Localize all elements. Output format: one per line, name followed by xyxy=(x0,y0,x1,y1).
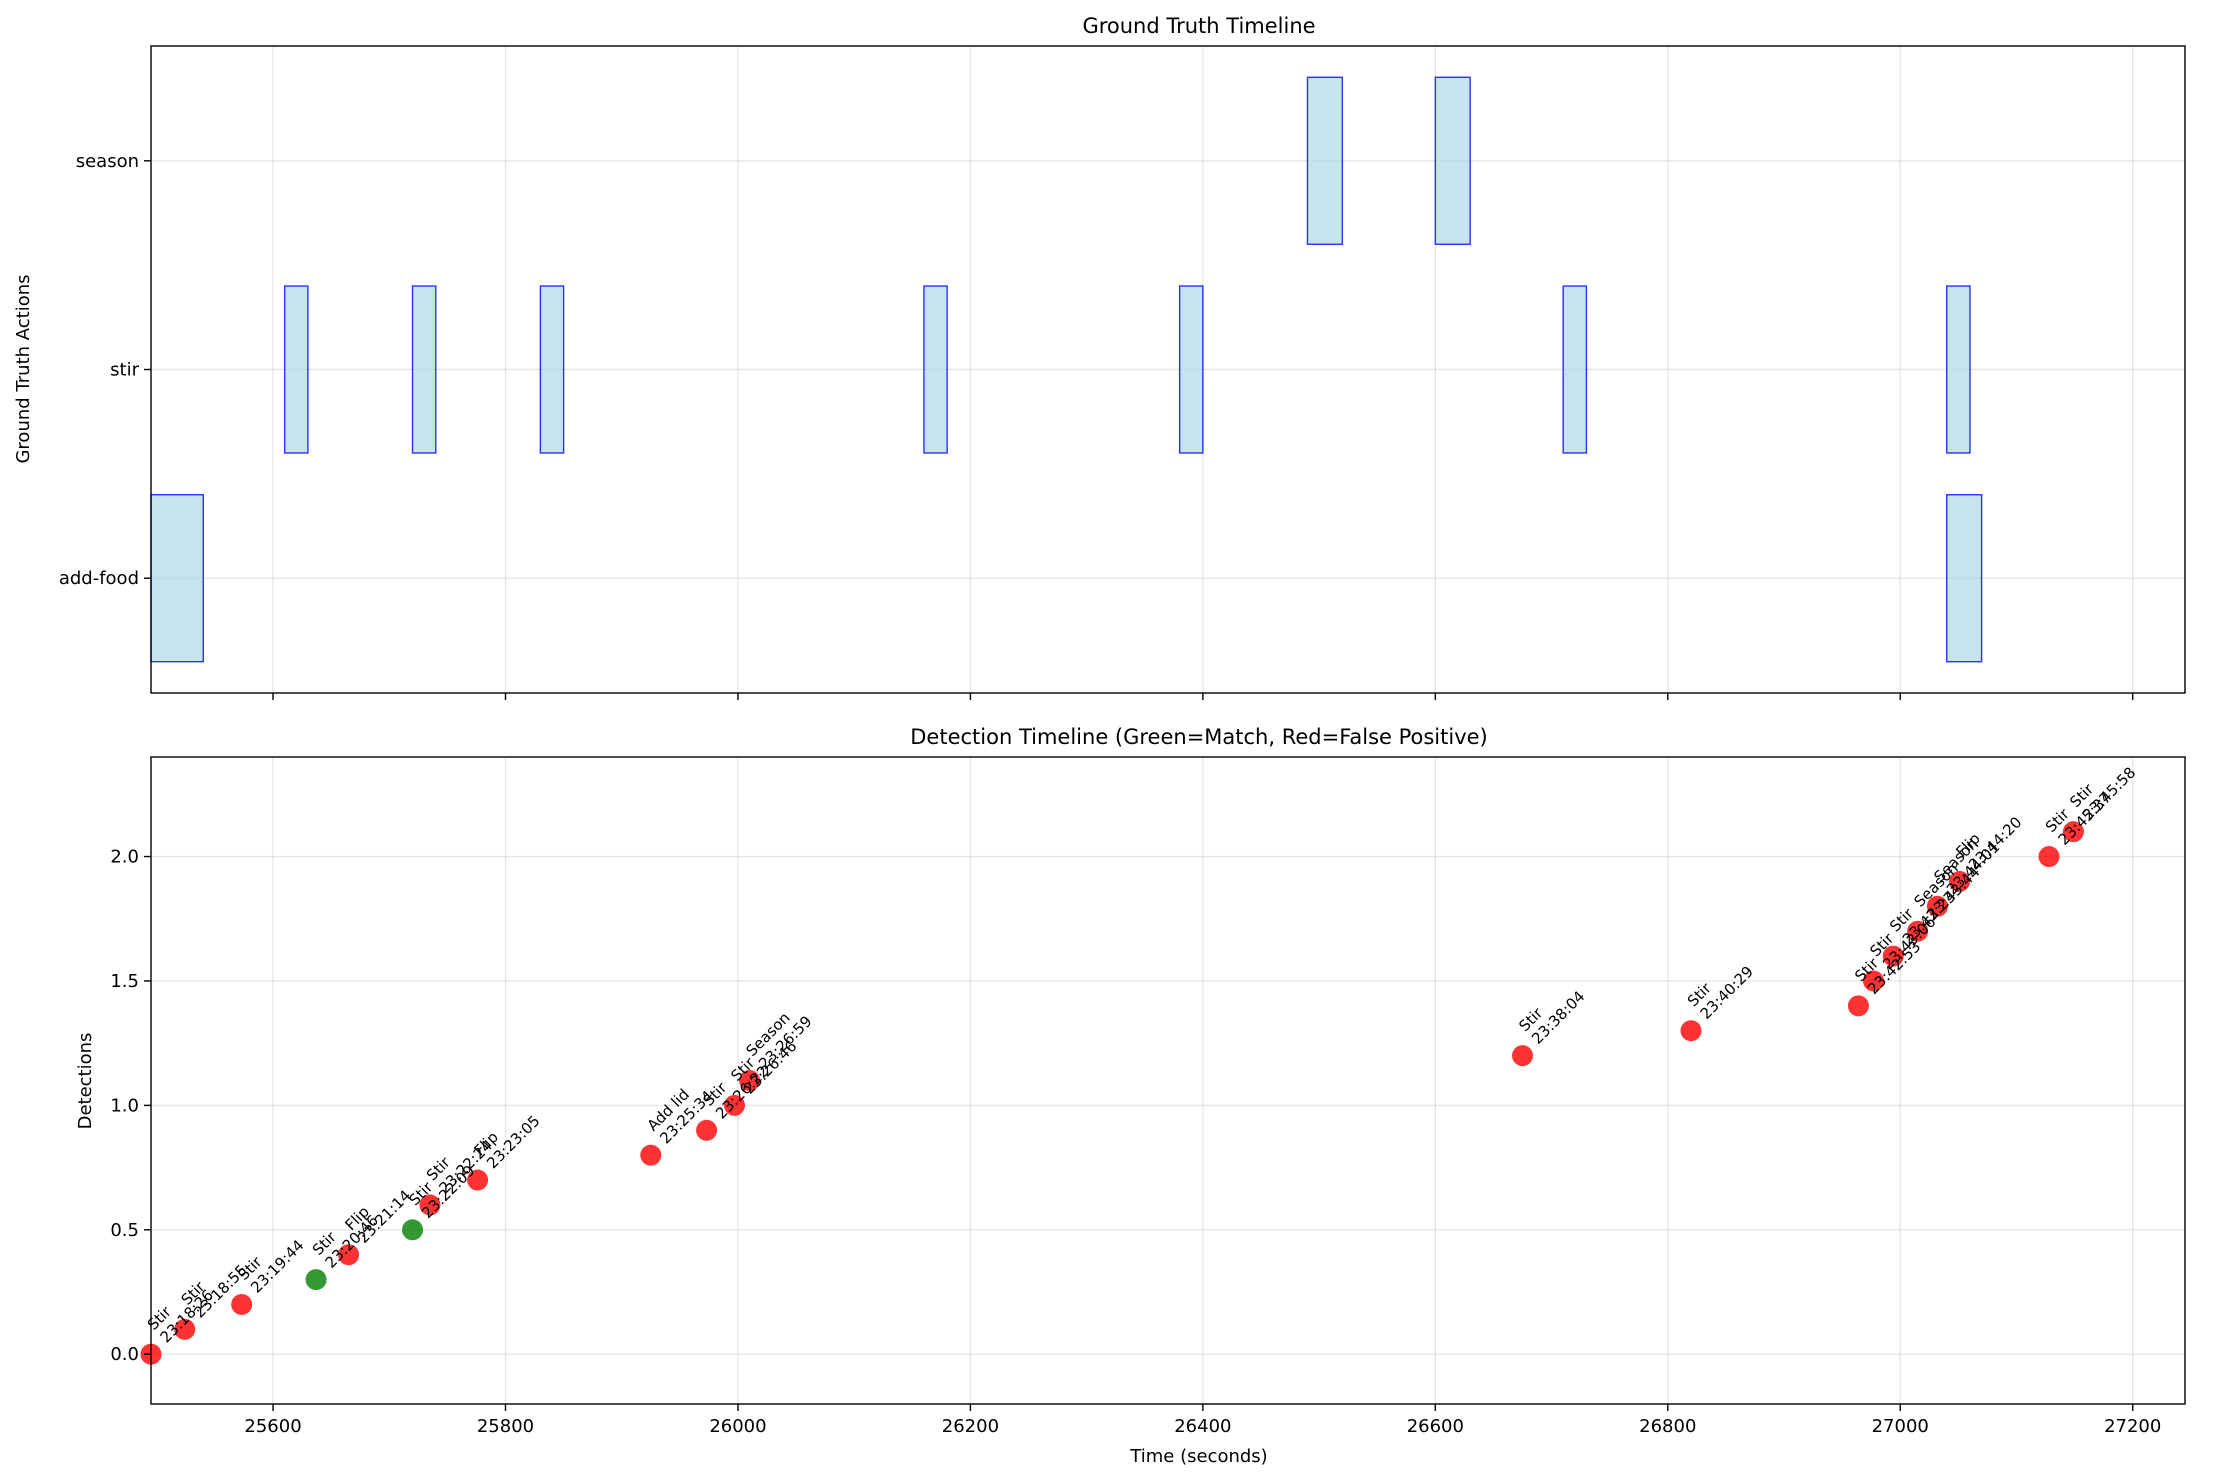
ground-truth-y-tick-label-season: season xyxy=(76,151,139,172)
detection-x-tick-label-25800: 25800 xyxy=(477,1416,534,1437)
detection-x-axis-label: Time (seconds) xyxy=(1129,1446,1267,1467)
detection-point-4 xyxy=(338,1244,360,1266)
detection-point-18 xyxy=(1926,895,1948,917)
ground-truth-segment-stir-5 xyxy=(923,285,948,454)
detection-point-12 xyxy=(1511,1045,1533,1067)
ground-truth-segment-stir-2 xyxy=(283,285,309,454)
detection-point-6 xyxy=(419,1194,441,1216)
detection-point-1 xyxy=(174,1318,196,1340)
ground-truth-segment-stir-3 xyxy=(411,285,437,454)
ground-truth-segment-season-10 xyxy=(1434,76,1471,245)
detection-x-tick-label-25600: 25600 xyxy=(244,1416,301,1437)
detection-title: Detection Timeline (Green=Match, Red=Fal… xyxy=(910,725,1488,749)
ground-truth-plot-frame xyxy=(150,45,2186,694)
detection-point-19 xyxy=(1949,870,1971,892)
detection-point-5 xyxy=(402,1219,424,1241)
ground-truth-segment-stir-8 xyxy=(1946,285,1971,454)
detection-x-tick-label-26200: 26200 xyxy=(942,1416,999,1437)
detection-point-15 xyxy=(1863,970,1885,992)
detection-y-tick-label-0: 0.0 xyxy=(110,1344,139,1365)
ground-truth-segment-add-food-0 xyxy=(150,494,205,663)
detection-points xyxy=(140,821,2084,1365)
detection-grid xyxy=(151,757,2185,1404)
ground-truth-segment-stir-4 xyxy=(539,285,565,454)
detection-point-21 xyxy=(2062,821,2084,843)
ground-truth-title: Ground Truth Timeline xyxy=(1082,14,1315,38)
detection-point-7 xyxy=(467,1169,489,1191)
detection-x-tick-label-27200: 27200 xyxy=(2104,1416,2161,1437)
detection-point-9 xyxy=(696,1119,718,1141)
detection-point-13 xyxy=(1680,1020,1702,1042)
ground-truth-y-tick-label-stir: stir xyxy=(110,360,139,381)
ground-truth-y-axis-label: Ground Truth Actions xyxy=(13,274,34,463)
detection-point-3 xyxy=(305,1269,327,1291)
detection-point-16 xyxy=(1882,945,1904,967)
detection-ticks: 25600 25800 26000 26200 26400 26600 26800 27000… xyxy=(110,847,2161,1437)
detection-y-tick-label-3: 1.5 xyxy=(110,971,139,992)
detection-x-tick-label-27000: 27000 xyxy=(1872,1416,1929,1437)
detection-point-11 xyxy=(739,1070,761,1091)
detection-x-tick-label-26000: 26000 xyxy=(709,1416,766,1437)
ground-truth-chart: Ground Truth Timeline Ground Truth Actio… xyxy=(13,14,2186,700)
detection-y-axis-label: Detections xyxy=(75,1033,96,1130)
ground-truth-y-tick-label-add-food: add-food xyxy=(59,568,139,589)
detection-point-17 xyxy=(1907,920,1929,942)
detection-plot-frame xyxy=(150,756,2186,1405)
ground-truth-segment-season-9 xyxy=(1306,76,1344,245)
detection-x-tick-label-26400: 26400 xyxy=(1174,1416,1231,1437)
ground-truth-segment-stir-6 xyxy=(1178,285,1204,454)
detection-point-10 xyxy=(723,1094,745,1116)
detection-point-20 xyxy=(2038,846,2060,868)
detection-y-tick-label-4: 2.0 xyxy=(110,847,139,868)
detection-point-14 xyxy=(1847,995,1869,1017)
detection-point-2 xyxy=(231,1293,253,1315)
detection-x-tick-label-26600: 26600 xyxy=(1407,1416,1464,1437)
ground-truth-segment-stir-7 xyxy=(1562,285,1588,454)
ground-truth-ticks: add-food stir season xyxy=(59,151,2134,700)
detection-point-8 xyxy=(640,1144,662,1166)
detection-y-tick-label-2: 1.0 xyxy=(110,1095,139,1116)
detection-y-tick-label-1: 0.5 xyxy=(110,1220,139,1241)
ground-truth-segment-add-food-1 xyxy=(1946,494,1983,663)
detection-x-tick-label-26800: 26800 xyxy=(1639,1416,1696,1437)
